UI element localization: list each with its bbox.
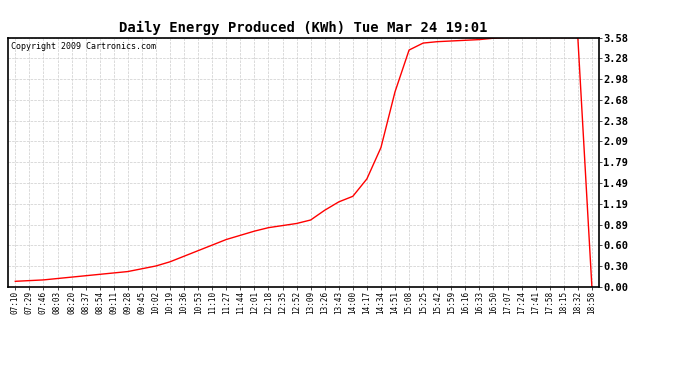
Text: Copyright 2009 Cartronics.com: Copyright 2009 Cartronics.com [11, 42, 156, 51]
Title: Daily Energy Produced (KWh) Tue Mar 24 19:01: Daily Energy Produced (KWh) Tue Mar 24 1… [119, 21, 488, 35]
